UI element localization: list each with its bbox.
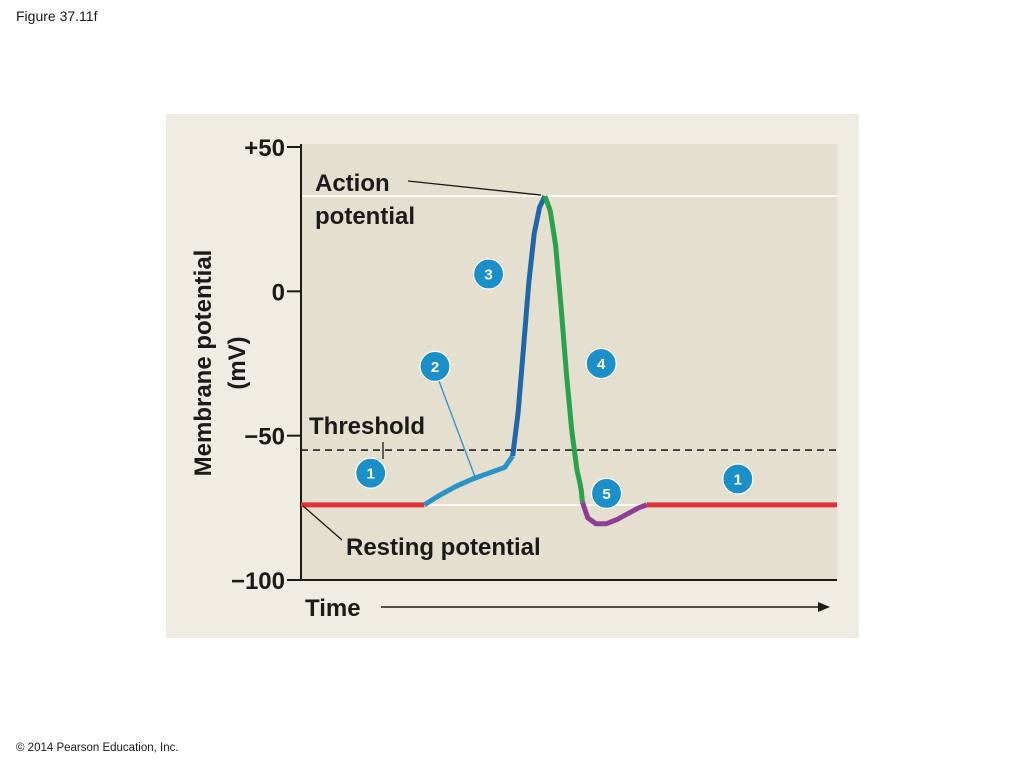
- phase-marker-badge: [722, 463, 754, 495]
- x-axis-label: Time: [305, 595, 361, 622]
- action-potential-label-line1: Action: [315, 170, 390, 197]
- phase-marker-3: 3: [473, 258, 505, 290]
- axes: +50 0 −50 −100: [231, 135, 837, 612]
- copyright-notice: © 2014 Pearson Education, Inc.: [16, 742, 179, 754]
- membrane-potential-curve: [301, 195, 837, 527]
- phase-marker-label: 2: [431, 359, 439, 376]
- phase-marker-label: 1: [734, 471, 742, 488]
- action-potential-leader: [407, 180, 541, 196]
- annotation-leader-lines: [302, 180, 541, 541]
- y-tick-label: −50: [244, 424, 285, 451]
- y-tick-label: +50: [244, 135, 285, 162]
- phase-marker-badge: [419, 350, 451, 382]
- phase-marker-2: 2: [419, 350, 451, 382]
- phase-marker-badge: [590, 477, 623, 509]
- action-potential-label-line2: potential: [315, 203, 415, 230]
- y-tick-label: −100: [231, 568, 285, 595]
- phase-marker-label: 1: [367, 466, 375, 483]
- y-axis-label-line1: Membrane potential: [190, 250, 217, 477]
- curve-segment-phase-4: [542, 195, 585, 503]
- phase-marker-badge: [473, 258, 505, 290]
- phase-marker-5: 5: [590, 477, 623, 509]
- time-arrow-head: [818, 602, 830, 612]
- curve-segment-phase-5: [580, 501, 648, 527]
- phase-marker-1: 1: [722, 463, 754, 495]
- phase-markers: 1 2 3 4 5 1: [355, 258, 754, 509]
- phase-marker-badge: [585, 347, 617, 380]
- y-axis-label-line2: (mV): [224, 336, 251, 389]
- curve-segment-phase-2: [422, 454, 515, 508]
- curve-segment-phase-3: [510, 195, 548, 457]
- phase-marker-badge: [355, 457, 387, 489]
- phase-2-leader: [437, 378, 476, 478]
- resting-potential-leader: [302, 505, 343, 541]
- phase-marker-label: 4: [597, 356, 606, 373]
- phase-marker-label: 5: [602, 486, 610, 503]
- y-tick-label: 0: [272, 279, 285, 306]
- phase-marker-1: 1: [355, 457, 387, 489]
- threshold-label: Threshold: [309, 413, 425, 440]
- phase-marker-4: 4: [585, 347, 617, 380]
- phase-marker-label: 3: [484, 267, 492, 284]
- figure-label: Figure 37.11f: [16, 8, 98, 24]
- resting-potential-label: Resting potential: [346, 534, 541, 561]
